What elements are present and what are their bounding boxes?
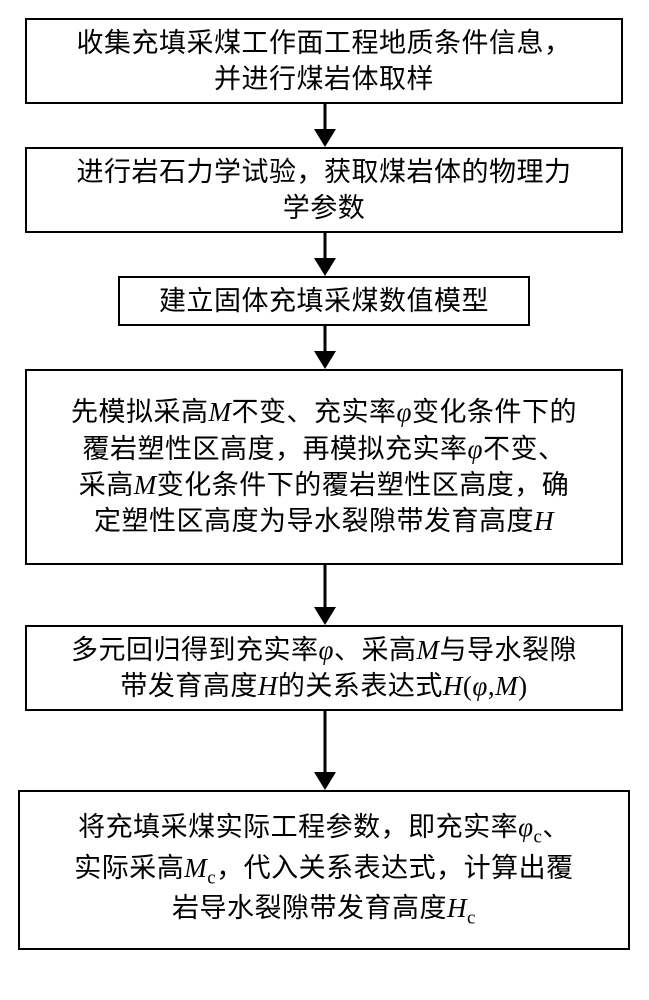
- node-text: 收集充填采煤工作面工程地质条件信息，并进行煤岩体取样: [77, 25, 572, 98]
- flowchart-node-n2: 进行岩石力学试验，获取煤岩体的物理力学参数: [25, 147, 623, 233]
- flowchart-node-n5: 多元回归得到充实率φ、采高M与导水裂隙带发育高度H的关系表达式H(φ,M): [25, 625, 623, 711]
- flowchart-arrow-4: [314, 565, 336, 625]
- flowchart-arrow-5: [314, 711, 336, 790]
- flowchart-canvas: 收集充填采煤工作面工程地质条件信息，并进行煤岩体取样进行岩石力学试验，获取煤岩体…: [0, 0, 649, 1000]
- flowchart-node-n6: 将充填采煤实际工程参数，即充实率φc、实际采高Mc，代入关系表达式，计算出覆岩导…: [18, 790, 630, 950]
- node-text: 建立固体充填采煤数值模型: [159, 283, 489, 319]
- node-text: 将充填采煤实际工程参数，即充实率φc、实际采高Mc，代入关系表达式，计算出覆岩导…: [74, 809, 573, 932]
- node-text: 先模拟采高M不变、充实率φ变化条件下的覆岩塑性区高度，再模拟充实率φ不变、采高M…: [71, 394, 577, 540]
- flowchart-arrow-3: [314, 326, 336, 369]
- node-text: 进行岩石力学试验，获取煤岩体的物理力学参数: [77, 154, 572, 227]
- flowchart-arrow-2: [314, 233, 336, 276]
- flowchart-node-n3: 建立固体充填采煤数值模型: [118, 276, 530, 326]
- flowchart-node-n4: 先模拟采高M不变、充实率φ变化条件下的覆岩塑性区高度，再模拟充实率φ不变、采高M…: [25, 369, 623, 565]
- flowchart-arrow-1: [314, 104, 336, 147]
- flowchart-node-n1: 收集充填采煤工作面工程地质条件信息，并进行煤岩体取样: [25, 18, 623, 104]
- node-text: 多元回归得到充实率φ、采高M与导水裂隙带发育高度H的关系表达式H(φ,M): [71, 632, 577, 705]
